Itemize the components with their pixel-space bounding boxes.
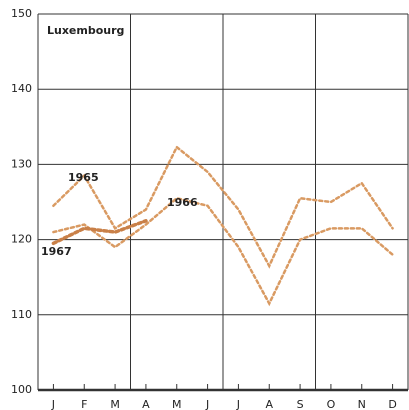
series-label: 1965 [68, 171, 99, 184]
series-line [52, 196, 394, 307]
x-tick-label: J [205, 398, 209, 410]
x-tick-label: N [358, 398, 366, 410]
y-tick-label: 140 [11, 82, 32, 95]
x-tick-label: F [81, 398, 87, 410]
y-tick-label: 110 [11, 308, 32, 321]
x-tick-label: M [172, 398, 182, 410]
x-tick-label: A [142, 398, 150, 410]
x-tick-label: O [327, 398, 336, 410]
series-line [52, 145, 394, 269]
x-tick-label: S [297, 398, 304, 410]
y-tick-label: 150 [11, 7, 32, 20]
chart-title: Luxembourg [47, 24, 124, 37]
y-tick-label: 100 [11, 383, 32, 396]
x-tick-label: D [388, 398, 396, 410]
x-tick-label: J [51, 398, 55, 410]
series-line [51, 219, 148, 246]
y-tick-label: 120 [11, 233, 32, 246]
series-label: 1966 [167, 196, 198, 209]
series-label: 1967 [41, 245, 72, 258]
x-tick-label: A [265, 398, 273, 410]
y-tick-label: 130 [11, 157, 32, 170]
x-tick-label: J [236, 398, 240, 410]
x-tick-label: M [110, 398, 120, 410]
